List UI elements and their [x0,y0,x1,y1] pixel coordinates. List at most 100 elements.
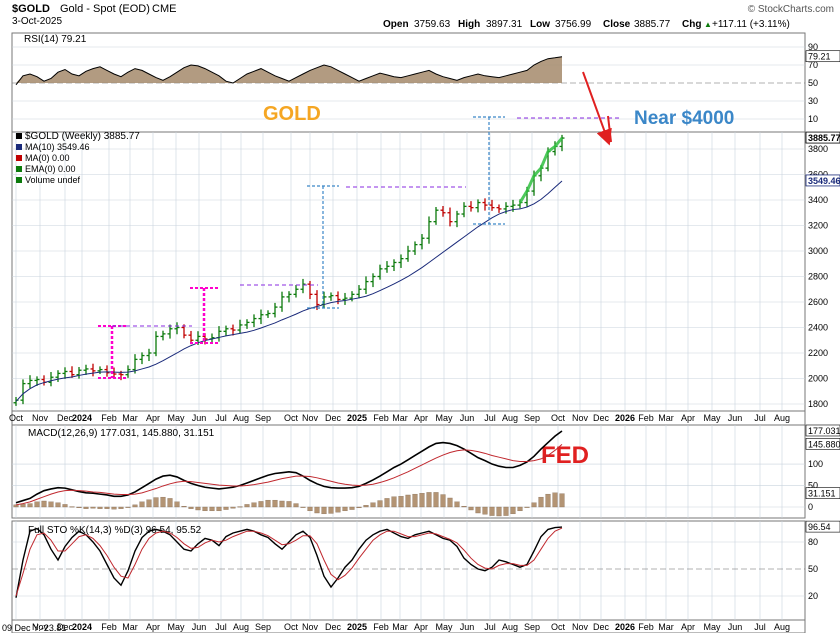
macd-histogram-bar [272,499,278,508]
legend-swatch [16,133,22,139]
x-tick-label-bottom: Mar [658,622,674,632]
macd-histogram-bar [76,506,82,509]
panel-frames [11,32,806,633]
price-tick-label: 2400 [808,323,828,333]
x-tick-label-bottom: Nov [572,622,589,632]
x-tick-label-bottom: Apr [414,622,428,632]
rsi-last-label: 79.21 [808,52,831,62]
macd-histogram-bar [384,498,390,508]
x-tick-label-bottom: Sep [255,622,271,632]
macd-histogram-bar [104,506,110,509]
macd-histogram-bar [300,506,306,508]
chg-label: Chg [682,19,701,30]
macd-title: MACD(12,26,9) 177.031, 145.880, 31.151 [28,428,215,439]
price-tick-label: 2200 [808,348,828,358]
macd-histogram-bar [314,506,320,514]
macd-histogram-bar [90,506,96,509]
annotation-near-4000: Near $4000 [634,108,734,129]
macd-histogram-bar [62,504,68,508]
legend-swatch [16,144,22,150]
rsi-tick-label: 90 [808,42,818,52]
x-tick-label-bottom: Apr [146,622,160,632]
rsi-panel: 90 70 50 30 10 79.21 [12,42,840,124]
macd-histogram-bar [398,496,404,508]
macd-histogram-bar [27,503,33,508]
legend-swatch [16,155,22,161]
macd-histogram-bar [328,506,334,514]
x-tick-label: Feb [101,413,117,423]
macd-histogram-bar [258,501,264,508]
x-tick-label-bottom: May [703,622,721,632]
x-tick-label: Jun [728,413,743,423]
x-tick-label-bottom: Jun [460,622,475,632]
macd-histogram-bar [20,503,26,508]
price-tick-label: 3600 [808,170,828,180]
projection-arrow [582,71,612,146]
macd-histogram-bar [251,502,257,508]
macd-histogram-bar [412,493,418,508]
macd-histogram-bar [524,506,530,508]
x-tick-label: Mar [122,413,138,423]
macd-histogram-bar [111,506,117,510]
x-tick-label-bottom: May [435,622,453,632]
chart-symbol: $GOLD [12,3,50,15]
x-tick-label-bottom: Dec [57,622,74,632]
x-tick-label: Aug [233,413,249,423]
x-tick-label: Dec [593,413,610,423]
x-tick-label: Nov [302,413,319,423]
chart-instrument: Gold - Spot (EOD) [60,3,150,15]
macd-signal-line [15,443,563,506]
legend-entry: EMA(0) 0.00 [25,164,76,174]
legend-swatch [16,166,22,172]
x-tick-label-bottom: Jun [192,622,207,632]
high-label: High [458,19,480,30]
macd-histogram-bar [517,506,523,512]
legend-entry: MA(10) 3549.46 [25,142,90,152]
rsi-tick-label: 70 [808,60,818,70]
x-tick-label-bottom: Apr [681,622,695,632]
macd-histogram-bar [349,506,355,510]
x-tick-label: Feb [638,413,654,423]
macd-histogram-bar [433,492,439,508]
price-tick-label: 3000 [808,246,828,256]
x-tick-label: Aug [774,413,790,423]
macd-histogram-bar [223,506,229,510]
macd-histogram-bar [321,506,327,515]
macd-tick-label: 177.031 [808,426,840,436]
price-tick-label: 3800 [808,144,828,154]
price-last-box [805,174,840,187]
x-tick-label: 2024 [72,413,92,423]
macd-value-box [805,424,840,437]
macd-histogram-bar [55,502,61,508]
x-tick-label: 2025 [347,413,367,423]
macd-tick-label: 145.880 [808,439,840,449]
macd-value-box [805,487,840,499]
x-tick-label: Jun [192,413,207,423]
macd-histogram-bar [356,506,362,509]
macd-histogram-bar [48,501,54,508]
sto-d-line [15,527,563,597]
sto-panel: 96.54 80 50 20 [12,520,840,601]
x-tick-label-bottom: Aug [774,622,790,632]
x-tick-label-bottom: Feb [638,622,654,632]
x-tick-label: May [167,413,185,423]
x-tick-label: Mar [392,413,408,423]
legend-entry: Volume undef [25,175,81,185]
rsi-line [15,56,563,86]
x-tick-label: Apr [414,413,428,423]
macd-histogram-bar [552,492,558,508]
sto-title: Full STO %K(14,3) %D(3) 96.54, 95.52 [28,525,202,536]
macd-histogram-bar [363,505,369,508]
x-tick-label-bottom: May [167,622,185,632]
macd-histogram-bar [482,506,488,515]
ohlc-readout: Open 3759.63 High 3897.31 Low 3756.99 Cl… [383,19,790,30]
macd-histogram-bar [538,496,544,508]
macd-histogram-bar [139,501,145,508]
sto-tick-label: 96.54 [808,522,831,532]
sto-value-box [805,520,840,533]
macd-histogram-bar [496,506,502,517]
projection-arrow-stub [607,115,612,143]
sto-tick-label: 50 [808,564,818,574]
